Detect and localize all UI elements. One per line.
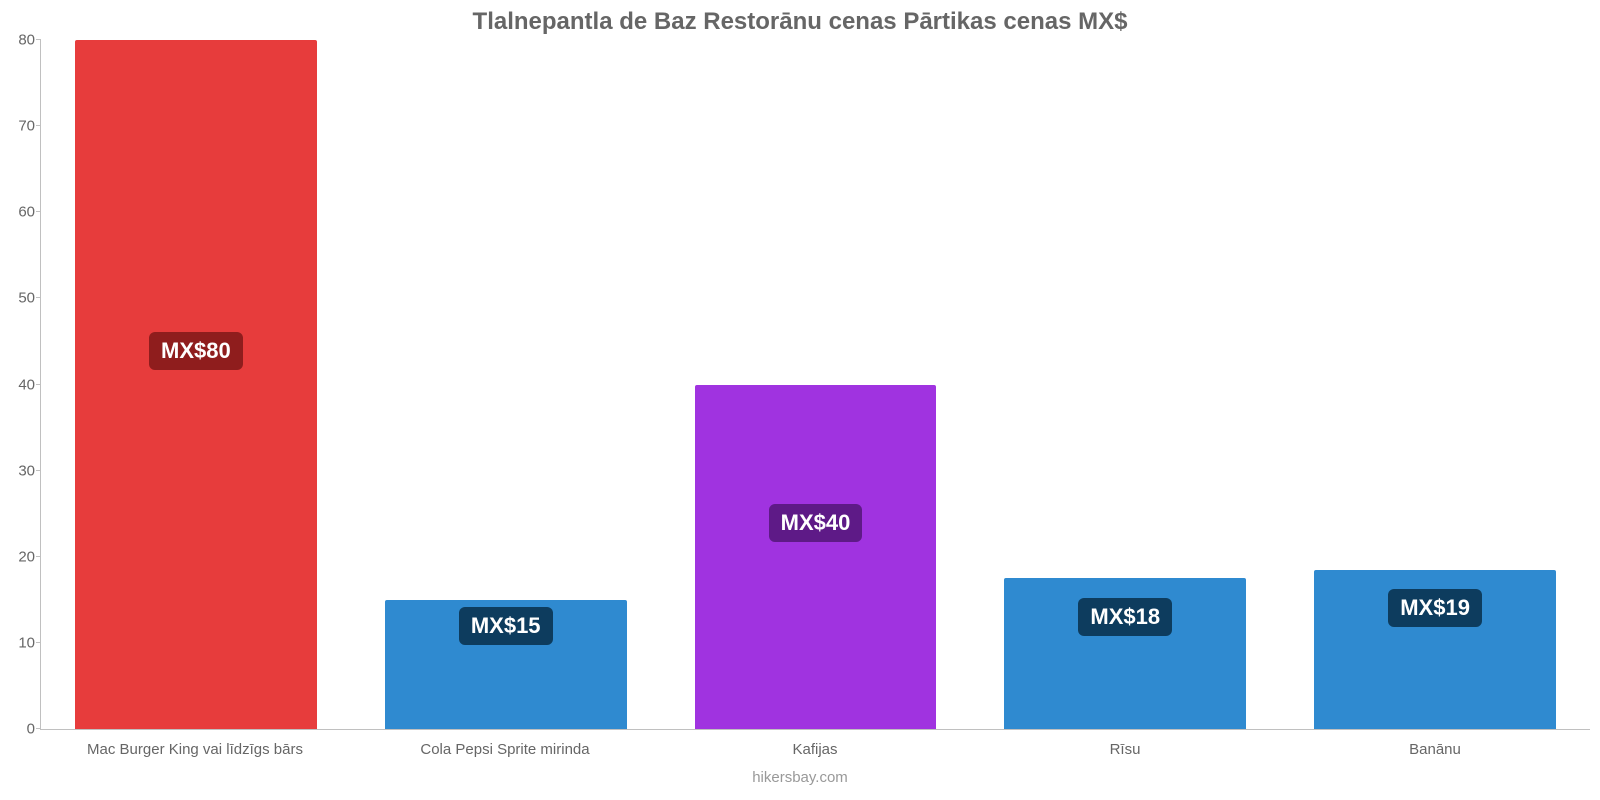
y-tick-label: 80 [1, 32, 35, 49]
x-axis-label: Banānu [1280, 741, 1590, 758]
plot-area: MX$80MX$15MX$40MX$18MX$19 01020304050607… [40, 40, 1590, 730]
x-axis-labels: Mac Burger King vai līdzīgs bārsCola Pep… [40, 741, 1590, 758]
y-tick-label: 20 [1, 548, 35, 565]
y-tick-label: 30 [1, 462, 35, 479]
bars-row: MX$80 MX$15 MX$40 MX$18 MX$19 [41, 40, 1590, 729]
y-tick-mark [36, 556, 41, 557]
y-tick-label: 70 [1, 118, 35, 135]
bar-slot: MX$19 [1280, 40, 1590, 729]
y-tick-mark [36, 642, 41, 643]
bar-slot: MX$40 [661, 40, 971, 729]
x-axis-label: Cola Pepsi Sprite mirinda [350, 741, 660, 758]
y-tick-label: 10 [1, 634, 35, 651]
x-axis-label: Rīsu [970, 741, 1280, 758]
y-tick-mark [36, 125, 41, 126]
bar-slot: MX$15 [351, 40, 661, 729]
y-tick-label: 40 [1, 376, 35, 393]
y-tick-label: 0 [1, 721, 35, 738]
value-badge: MX$19 [1388, 589, 1482, 627]
bar: MX$80 [75, 40, 317, 729]
y-tick-label: 50 [1, 290, 35, 307]
bar: MX$18 [1004, 578, 1246, 729]
x-axis-label: Kafijas [660, 741, 970, 758]
price-chart: Tlalnepantla de Baz Restorānu cenas Pārt… [0, 0, 1600, 800]
bar: MX$15 [385, 600, 627, 729]
chart-title: Tlalnepantla de Baz Restorānu cenas Pārt… [0, 0, 1600, 40]
value-badge: MX$15 [459, 607, 553, 645]
bar-slot: MX$18 [970, 40, 1280, 729]
y-tick-label: 60 [1, 204, 35, 221]
bar-slot: MX$80 [41, 40, 351, 729]
value-badge: MX$40 [769, 504, 863, 542]
value-badge: MX$80 [149, 332, 243, 370]
x-axis-label: Mac Burger King vai līdzīgs bārs [40, 741, 350, 758]
y-tick-mark [36, 297, 41, 298]
bar: MX$40 [695, 385, 937, 730]
value-badge: MX$18 [1078, 598, 1172, 636]
attribution-text: hikersbay.com [0, 769, 1600, 786]
y-tick-mark [36, 39, 41, 40]
y-tick-mark [36, 211, 41, 212]
bar: MX$19 [1314, 570, 1556, 729]
y-tick-mark [36, 384, 41, 385]
y-tick-mark [36, 728, 41, 729]
y-tick-mark [36, 470, 41, 471]
